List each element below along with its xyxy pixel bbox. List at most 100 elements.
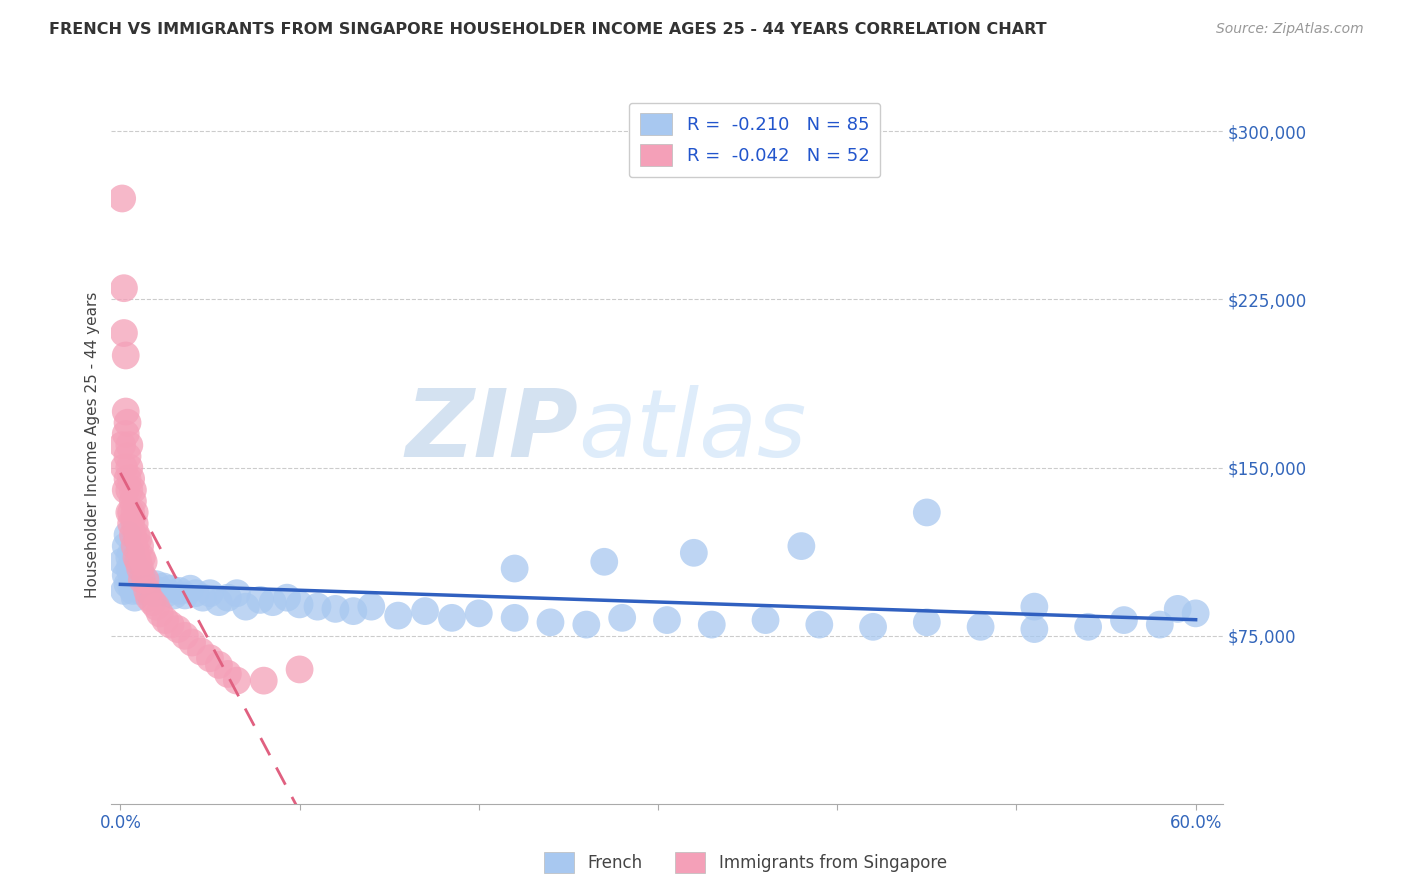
Point [118, 561, 141, 575]
Point [136, 577, 159, 591]
Point [124, 591, 146, 605]
Point [131, 577, 153, 591]
Point [307, 599, 329, 614]
Point [1149, 617, 1171, 632]
Point [145, 577, 167, 591]
Point [122, 483, 145, 497]
Point [125, 573, 148, 587]
Point [149, 583, 172, 598]
Point [169, 583, 191, 598]
Point [139, 579, 162, 593]
Point [166, 622, 188, 636]
Point [540, 615, 562, 630]
Point [129, 570, 152, 584]
Point [117, 472, 139, 486]
Point [159, 617, 181, 632]
Point [120, 546, 142, 560]
Point [134, 582, 156, 596]
Point [120, 579, 142, 593]
Point [124, 516, 146, 531]
Point [114, 568, 136, 582]
Point [118, 438, 141, 452]
Point [127, 574, 149, 589]
Point [122, 555, 145, 569]
Point [1184, 607, 1206, 621]
Point [915, 505, 938, 519]
Point [575, 617, 598, 632]
Point [129, 583, 152, 598]
Point [208, 657, 231, 672]
Point [153, 613, 176, 627]
Point [124, 539, 146, 553]
Point [114, 483, 136, 497]
Point [1077, 620, 1099, 634]
Point [700, 617, 723, 632]
Point [122, 573, 145, 587]
Point [808, 617, 831, 632]
Point [112, 460, 135, 475]
Point [593, 555, 616, 569]
Point [142, 582, 165, 596]
Point [1024, 622, 1046, 636]
Point [131, 550, 153, 565]
Point [117, 416, 139, 430]
Point [127, 555, 149, 569]
Point [217, 591, 239, 605]
Point [235, 599, 257, 614]
Point [969, 620, 991, 634]
Point [131, 568, 153, 582]
Point [325, 602, 347, 616]
Point [276, 591, 298, 605]
Point [181, 635, 204, 649]
Point [122, 583, 145, 598]
Point [149, 607, 172, 621]
Point [118, 550, 141, 565]
Point [468, 607, 491, 621]
Legend: R =  -0.210   N = 85, R =  -0.042   N = 52: R = -0.210 N = 85, R = -0.042 N = 52 [628, 103, 880, 178]
Point [342, 604, 364, 618]
Point [1112, 613, 1135, 627]
Point [225, 586, 247, 600]
Point [217, 667, 239, 681]
Point [117, 450, 139, 464]
Point [198, 651, 221, 665]
Point [163, 589, 186, 603]
Point [117, 528, 139, 542]
Point [114, 349, 136, 363]
Point [124, 566, 146, 580]
Point [120, 566, 142, 580]
Point [132, 573, 155, 587]
Point [754, 613, 776, 627]
Point [125, 550, 148, 565]
Point [179, 582, 201, 596]
Point [655, 613, 678, 627]
Point [152, 579, 174, 593]
Point [111, 555, 134, 569]
Point [120, 472, 142, 486]
Point [134, 573, 156, 587]
Point [129, 561, 152, 575]
Point [503, 611, 526, 625]
Point [682, 546, 704, 560]
Text: FRENCH VS IMMIGRANTS FROM SINGAPORE HOUSEHOLDER INCOME AGES 25 - 44 YEARS CORREL: FRENCH VS IMMIGRANTS FROM SINGAPORE HOUS… [49, 22, 1047, 37]
Point [145, 599, 167, 614]
Point [440, 611, 463, 625]
Point [118, 483, 141, 497]
Point [503, 561, 526, 575]
Point [114, 404, 136, 418]
Point [288, 598, 311, 612]
Point [114, 539, 136, 553]
Point [191, 591, 214, 605]
Text: ZIP: ZIP [405, 384, 578, 477]
Point [124, 577, 146, 591]
Point [138, 591, 160, 605]
Point [190, 644, 212, 658]
Point [125, 579, 148, 593]
Text: Source: ZipAtlas.com: Source: ZipAtlas.com [1216, 22, 1364, 37]
Point [862, 620, 884, 634]
Point [143, 586, 166, 600]
Point [124, 505, 146, 519]
Point [112, 583, 135, 598]
Point [132, 555, 155, 569]
Point [142, 595, 165, 609]
